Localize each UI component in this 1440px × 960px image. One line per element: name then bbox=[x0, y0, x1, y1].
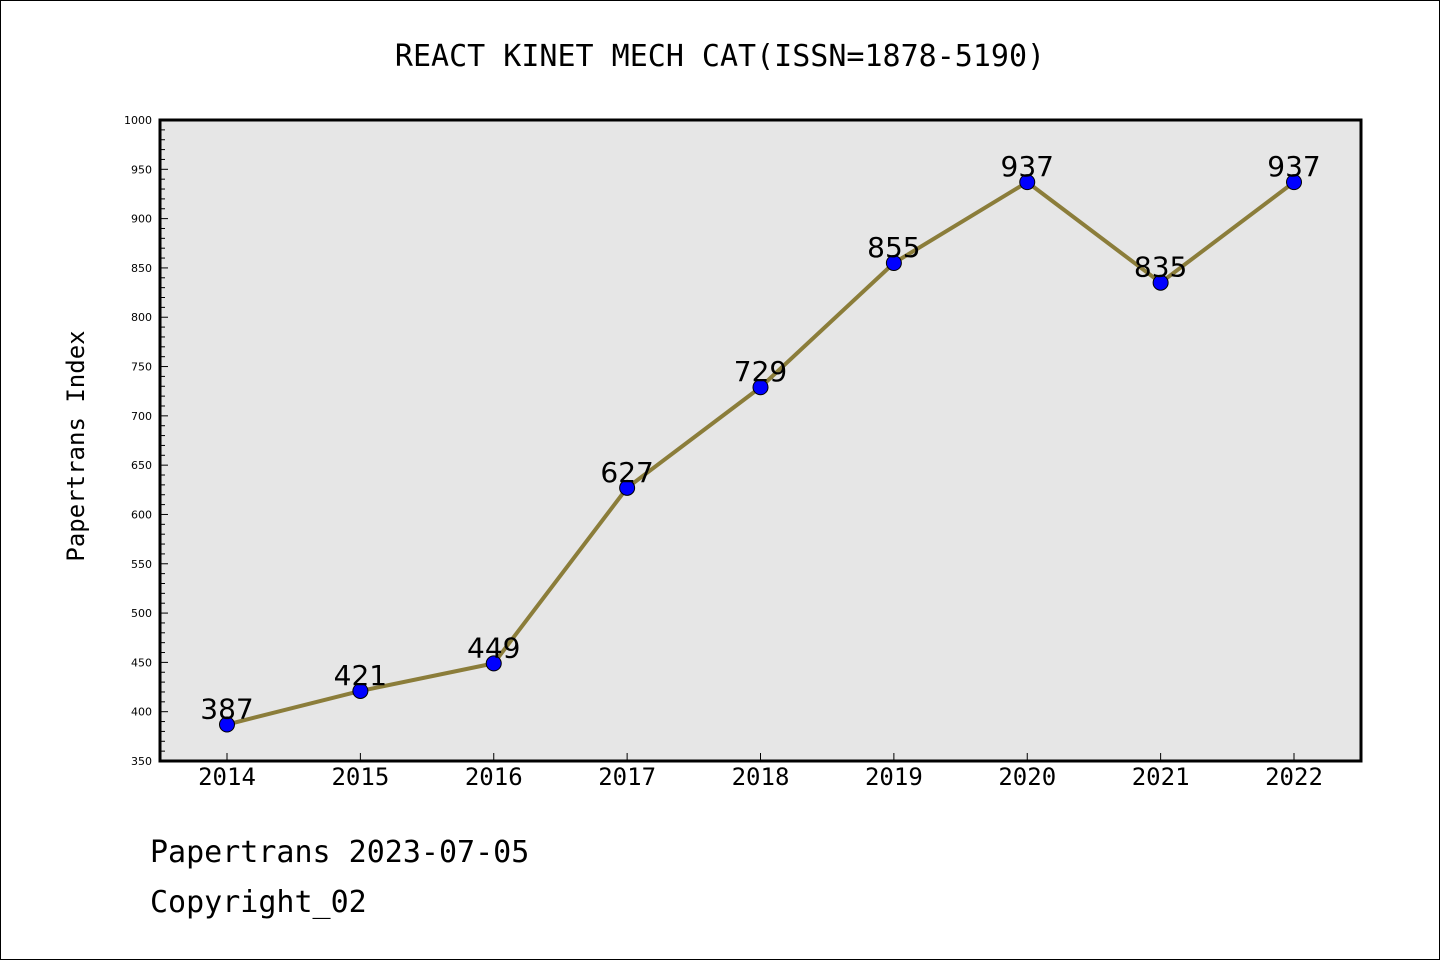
data-point bbox=[885, 254, 902, 271]
x-tick-label: 2019 bbox=[865, 763, 923, 791]
data-label: 855 bbox=[867, 231, 920, 264]
data-point bbox=[619, 479, 636, 496]
data-label: 627 bbox=[600, 456, 653, 489]
data-label: 937 bbox=[1267, 150, 1320, 183]
y-tick-label: 450 bbox=[131, 656, 152, 669]
y-tick-label: 850 bbox=[131, 262, 152, 275]
data-point bbox=[485, 655, 502, 672]
footer-date: Papertrans 2023-07-05 bbox=[150, 835, 530, 870]
data-label: 421 bbox=[334, 659, 387, 692]
data-label: 835 bbox=[1134, 251, 1187, 284]
chart-title: REACT KINET MECH CAT(ISSN=1878-5190) bbox=[395, 39, 1045, 74]
y-tick-label: 600 bbox=[131, 508, 152, 521]
x-tick-label: 2017 bbox=[598, 763, 656, 791]
y-tick-label: 500 bbox=[131, 607, 152, 620]
x-tick-label: 2015 bbox=[331, 763, 389, 791]
y-tick-label: 650 bbox=[131, 459, 152, 472]
x-tick-label: 2018 bbox=[732, 763, 790, 791]
data-point bbox=[219, 716, 235, 733]
y-tick-label: 900 bbox=[131, 213, 152, 226]
x-tick-label: 2016 bbox=[465, 763, 523, 791]
y-tick-label: 750 bbox=[131, 361, 152, 374]
plot-area bbox=[158, 118, 1363, 763]
y-tick-label: 400 bbox=[131, 706, 152, 719]
y-tick-label: 550 bbox=[131, 558, 152, 571]
y-tick-label: 1000 bbox=[124, 114, 152, 127]
y-tick-label: 950 bbox=[131, 163, 152, 176]
data-point bbox=[1019, 174, 1036, 191]
y-axis-label: Papertrans Index bbox=[62, 330, 90, 561]
data-label: 387 bbox=[200, 693, 253, 726]
y-tick-label: 800 bbox=[131, 311, 152, 324]
x-axis: 2014 2015 2016 2017 2018 2019 2020 2021 2022 bbox=[198, 753, 1323, 791]
x-tick-label: 2022 bbox=[1265, 763, 1323, 791]
y-tick-label: 350 bbox=[131, 755, 152, 768]
y-tick-label: 700 bbox=[131, 410, 152, 423]
series-group: 387 421 449 627 729 855 937 835 937 bbox=[200, 150, 1321, 733]
footer-copyright: Copyright_02 bbox=[150, 885, 367, 920]
x-tick-label: 2014 bbox=[198, 763, 256, 791]
data-label: 937 bbox=[1001, 150, 1054, 183]
x-tick-label: 2021 bbox=[1132, 763, 1190, 791]
data-point bbox=[752, 379, 769, 396]
data-label: 449 bbox=[467, 631, 520, 664]
x-tick-label: 2020 bbox=[998, 763, 1056, 791]
data-point bbox=[1286, 174, 1302, 191]
data-point bbox=[1152, 274, 1169, 291]
data-label: 729 bbox=[734, 355, 787, 388]
data-point bbox=[352, 682, 369, 699]
y-axis: 350 400 450 500 550 600 650 700 750 800 850 900 950 1… bbox=[124, 114, 168, 768]
